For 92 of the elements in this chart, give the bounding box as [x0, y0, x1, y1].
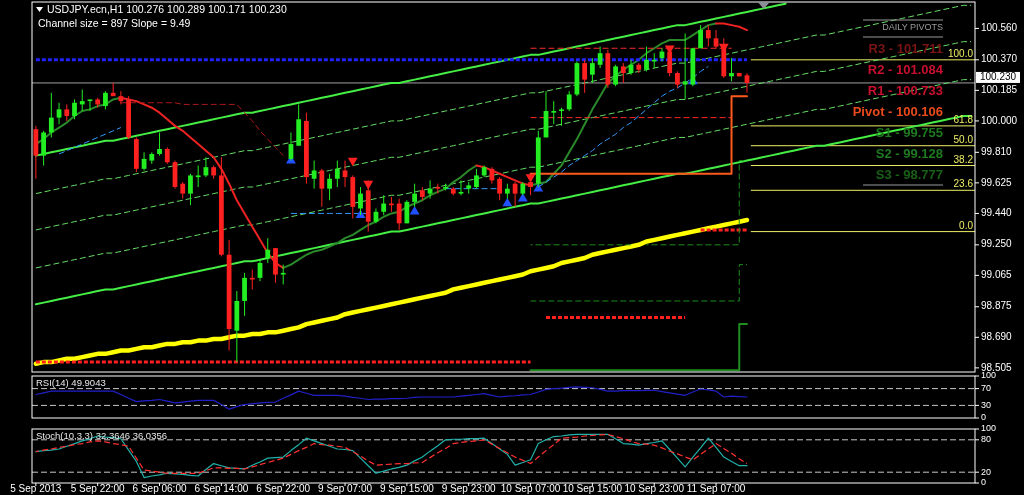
x-tick-label: 6 Sep 14:00	[194, 483, 249, 494]
candlestick	[327, 173, 332, 201]
candlestick	[705, 24, 711, 48]
candlestick	[87, 98, 93, 112]
annotation: S3 - 98.777	[875, 167, 943, 183]
x-tick-label: 11 Sep 07:00	[686, 483, 746, 494]
candlestick	[41, 130, 46, 167]
y-tick-label: 99.065	[981, 269, 1013, 281]
x-tick-label: 10 Sep 23:00	[624, 483, 685, 494]
y-tick-label: 99.625	[981, 176, 1013, 188]
candlestick	[589, 57, 595, 84]
y-tick-label: 70	[981, 382, 992, 393]
candlestick	[319, 168, 325, 208]
y-tick-label: 0	[981, 412, 987, 423]
x-tick-label: 9 Sep 23:00	[441, 483, 497, 494]
text: Channel size = 897 Slope = 9.49	[38, 17, 191, 29]
line-series	[35, 41, 972, 231]
annotation: 23.6	[953, 178, 974, 190]
y-tick-label: 100.370	[981, 53, 1018, 65]
x-tick-label: 9 Sep 15:00	[379, 483, 435, 494]
candlestick	[597, 46, 603, 69]
candlestick	[103, 90, 108, 110]
annotation: 61.8	[953, 113, 974, 125]
x-tick-label: 6 Sep 06:00	[132, 483, 187, 494]
line-series	[35, 79, 972, 269]
y-tick-label: 99.440	[981, 207, 1013, 219]
candlestick	[474, 168, 479, 190]
candlestick	[242, 272, 247, 317]
annotation: 0.0	[959, 219, 974, 231]
candlestick	[458, 179, 464, 196]
candlestick	[118, 90, 124, 105]
candlestick	[396, 198, 402, 231]
candlestick	[72, 98, 77, 120]
candlestick	[381, 194, 387, 216]
y-tick-label: 100.560	[981, 22, 1018, 34]
y-tick-label: 99.810	[981, 145, 1013, 157]
chart-title: Stoch(10,3,3) 32.3646 36.0356	[36, 430, 167, 441]
candlestick	[582, 59, 588, 94]
x-tick-label: 10 Sep 07:00	[500, 483, 561, 494]
line-series	[34, 114, 973, 306]
annotation: 100.0	[947, 47, 974, 59]
y-tick-label: 100	[981, 423, 997, 434]
x-tick-label: 5 Sep 22:00	[70, 483, 126, 494]
y-tick-label: 30	[981, 399, 992, 410]
candlestick	[195, 165, 201, 188]
y-tick-label: 99.250	[981, 238, 1013, 250]
annotation: R1 - 100.733	[867, 83, 943, 99]
candlestick	[249, 269, 255, 290]
annotation: R2 - 101.084	[867, 62, 944, 78]
y-tick-label: 98.505	[981, 361, 1013, 373]
line-series	[35, 386, 748, 410]
y-tick-label: 100	[981, 370, 997, 381]
candlestick	[497, 176, 503, 201]
candlestick	[265, 237, 271, 264]
x-tick-label: 9 Sep 07:00	[318, 483, 373, 494]
candlestick	[682, 32, 688, 100]
x-tick-label: 6 Sep 22:00	[256, 483, 311, 494]
candlestick	[559, 107, 564, 127]
candlestick	[613, 64, 618, 87]
candlestick	[729, 57, 734, 82]
x-tick-label: 5 Sep 2013	[10, 483, 62, 494]
candlestick	[56, 102, 62, 125]
candlestick	[48, 92, 54, 138]
ref-line-label: 100.230	[979, 71, 1017, 83]
chart-title: USDJPY.ecn,H1 100.276 100.289 100.171 100.230	[47, 3, 287, 15]
candlestick	[157, 131, 162, 157]
candlestick	[280, 264, 286, 285]
annotation: S2 - 99.128	[875, 146, 943, 162]
candlestick	[358, 186, 363, 216]
y-tick-label: 100.000	[981, 114, 1018, 126]
y-tick-label: 80	[981, 434, 992, 445]
y-tick-label: 0	[981, 477, 987, 488]
candlestick	[551, 100, 557, 125]
y-tick-label: 98.690	[981, 330, 1013, 342]
line-series	[35, 4, 972, 195]
point	[409, 206, 420, 215]
annotation: 38.2	[953, 153, 974, 165]
candlestick	[620, 62, 626, 84]
annotation: DAILY PIVOTS	[882, 22, 943, 33]
y-tick-label: 98.875	[981, 300, 1013, 312]
candlestick	[311, 160, 317, 190]
candlestick	[79, 89, 85, 112]
candlestick	[644, 46, 649, 72]
annotation: 50.0	[953, 133, 974, 145]
candlestick	[188, 173, 193, 206]
y-tick-label: 20	[981, 466, 992, 477]
annotation: Pivot - 100.106	[852, 104, 943, 120]
chart-title: RSI(14) 49.9043	[36, 377, 106, 388]
y-tick-label: 100.185	[981, 84, 1018, 96]
candlestick	[334, 160, 340, 188]
x-tick-label: 10 Sep 15:00	[562, 483, 623, 494]
candlestick	[566, 90, 572, 112]
